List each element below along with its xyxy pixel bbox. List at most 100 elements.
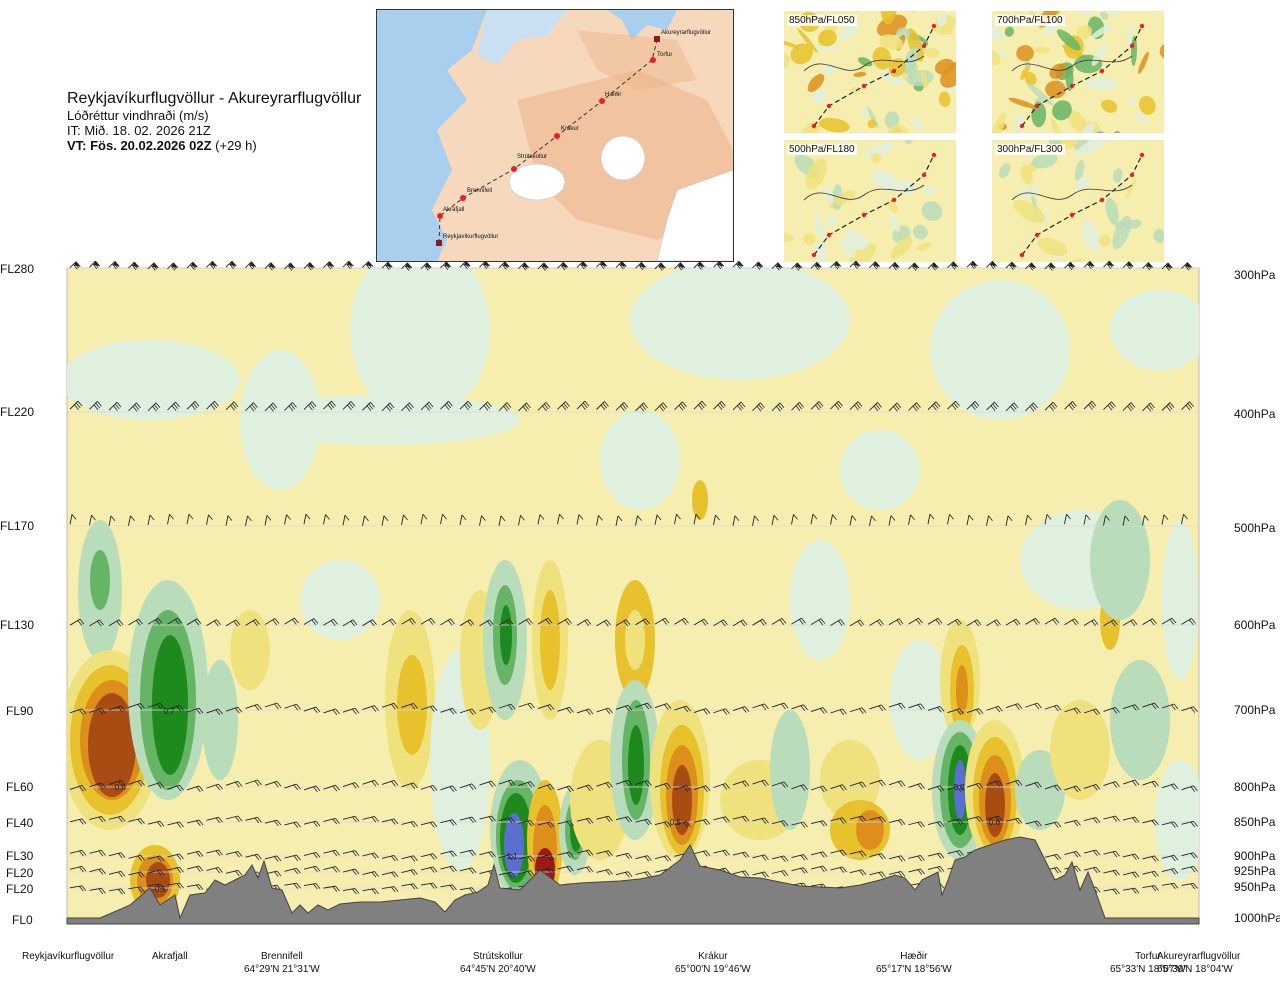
- location-coord: 65°39'N 18°04'W: [1157, 964, 1233, 975]
- thumbnail-850hpa[interactable]: 850hPa/FL050: [784, 11, 956, 133]
- wind-barb: [479, 706, 496, 714]
- wind-barb: [791, 854, 808, 861]
- wind-barb: [498, 779, 516, 787]
- wind-barb: [947, 261, 959, 270]
- wind-barb: [108, 619, 124, 627]
- thumbnail-field: [1081, 219, 1101, 252]
- wind-barb: [1044, 401, 1058, 411]
- thumbnail-field: [904, 140, 914, 145]
- velocity-contour: [67, 340, 240, 420]
- wind-barb: [830, 400, 843, 410]
- thumbnail-field: [858, 57, 873, 67]
- wind-barb: [186, 707, 204, 715]
- thumbnail-field: [880, 11, 897, 25]
- thumbnail-route: [813, 25, 935, 127]
- wind-barb: [381, 515, 389, 526]
- wind-barb: [752, 402, 765, 412]
- thumbnail-field: [906, 28, 924, 62]
- wind-barb: [342, 707, 360, 715]
- wind-barb: [459, 619, 475, 627]
- wind-barb: [1103, 869, 1120, 876]
- wind-barb: [1083, 849, 1101, 856]
- velocity-contour: [540, 590, 560, 690]
- thumbnail-field: [896, 27, 910, 40]
- wind-barb: [888, 262, 900, 271]
- velocity-contour: [230, 610, 270, 690]
- thumbnail-field: [1089, 22, 1115, 40]
- wind-barb: [323, 784, 340, 792]
- thumbnail-field: [1024, 72, 1037, 86]
- thumbnail-500hpa[interactable]: 500hPa/FL180: [784, 140, 956, 262]
- fl-label: FL60: [6, 780, 34, 794]
- thumbnail-route: [1021, 25, 1143, 127]
- wind-barb: [791, 514, 798, 525]
- thumbnail-field: [923, 186, 936, 195]
- thumbnail-station-marker: [921, 43, 927, 49]
- wind-barb: [537, 514, 545, 525]
- wind-barb: [1083, 783, 1101, 791]
- wind-barb: [732, 851, 750, 858]
- wind-barb: [1064, 851, 1081, 858]
- thumbnail-field: [992, 25, 1004, 42]
- wind-barb: [830, 708, 847, 716]
- wind-barb: [1181, 820, 1198, 828]
- wind-barb: [284, 617, 299, 625]
- wind-barb: [167, 821, 184, 828]
- wind-barb: [459, 260, 471, 270]
- map-label-brennifell: Brennifell: [467, 188, 492, 194]
- wind-barb: [1025, 514, 1032, 526]
- wind-barb: [1103, 815, 1120, 822]
- thumbnail-field: [1080, 11, 1092, 16]
- wind-barb: [732, 619, 748, 627]
- wind-barb: [186, 400, 200, 411]
- wind-barb: [752, 261, 764, 270]
- thumbnail-map: [784, 140, 956, 262]
- wind-barb: [1044, 514, 1052, 525]
- thumbnail-300hpa[interactable]: 300hPa/FL300: [992, 140, 1164, 262]
- velocity-contour: [672, 765, 692, 835]
- thumbnail-field: [1016, 45, 1034, 62]
- wind-barb: [440, 850, 457, 857]
- wind-barb: [225, 260, 237, 270]
- wind-barb: [888, 780, 906, 787]
- wind-barb: [89, 514, 96, 526]
- wind-barb: [849, 869, 867, 876]
- wind-barb: [498, 854, 516, 861]
- wind-barb: [830, 784, 847, 791]
- thumbnail-map: [784, 11, 956, 133]
- route-map-svg: Akureyrarflugvöllur Torfur Hæðir Krákur …: [377, 10, 733, 261]
- wind-barb: [186, 785, 204, 793]
- wind-barb: [479, 780, 496, 788]
- wind-barb: [518, 855, 535, 862]
- wind-barb: [732, 515, 740, 526]
- wind-barb: [1181, 785, 1198, 792]
- map-label-krakur: Krákur: [561, 126, 579, 132]
- thumbnail-field: [1008, 97, 1037, 109]
- wind-barb: [1005, 402, 1019, 412]
- wind-barb: [791, 262, 803, 271]
- wind-barb: [1083, 400, 1097, 410]
- wind-barb: [167, 705, 184, 712]
- velocity-contour: [628, 725, 644, 805]
- route-map: Akureyrarflugvöllur Torfur Hæðir Krákur …: [376, 9, 734, 262]
- wind-barb: [966, 260, 978, 270]
- thumbnail-station-marker: [861, 83, 867, 89]
- wind-barb: [264, 780, 282, 788]
- wind-barb: [693, 400, 707, 410]
- wind-barb: [713, 514, 720, 526]
- thumbnail-map: [992, 11, 1164, 133]
- wind-barb: [1142, 855, 1159, 862]
- wind-barb: [1083, 619, 1099, 627]
- wind-barb: [596, 850, 613, 857]
- fl-label: FL90: [6, 704, 34, 718]
- wind-barb: [1122, 779, 1140, 787]
- thumbnail-field: [912, 224, 928, 240]
- thumbnail-field: [920, 69, 929, 89]
- annotation-label: -0.5: [667, 818, 681, 827]
- thumbnail-700hpa[interactable]: 700hPa/FL100: [992, 11, 1164, 133]
- wind-barb: [1025, 702, 1042, 710]
- wind-barb: [1181, 513, 1188, 525]
- wind-barb: [869, 853, 886, 860]
- wind-barb: [1005, 817, 1023, 825]
- thumbnail-station-marker: [931, 152, 937, 158]
